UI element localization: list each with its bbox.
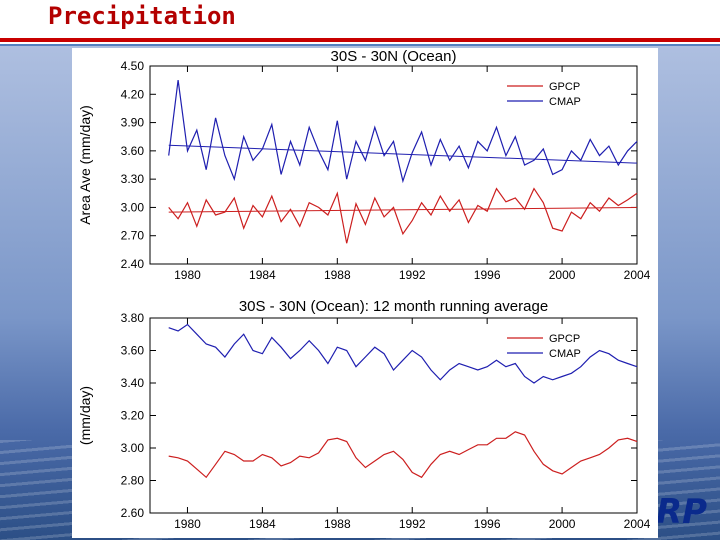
logo-rp: RP (656, 492, 708, 532)
y-axis-label: Area Ave (mm/day) (77, 105, 93, 225)
legend-label-gpcp: GPCP (549, 333, 580, 345)
x-tick-label: 1992 (399, 517, 426, 531)
title-rule-red (0, 38, 720, 42)
y-tick-label: 3.20 (121, 409, 145, 423)
x-tick-label: 1984 (249, 268, 276, 282)
series-line-cmap (168, 80, 638, 184)
x-tick-label: 1996 (474, 517, 501, 531)
x-tick-label: 2004 (624, 268, 651, 282)
chart-top: 30S - 30N (Ocean) 2.40 2.70 3.00 3.30 3.60 3.9… (77, 48, 651, 282)
y-tick-label: 2.80 (121, 474, 145, 488)
x-tick-label: 2000 (549, 268, 576, 282)
x-tick-label: 1988 (324, 517, 351, 531)
y-tick-label: 3.00 (121, 200, 145, 214)
y-tick-label: 3.60 (121, 144, 145, 158)
x-tick-label: 2000 (549, 517, 576, 531)
x-tick-label: 1996 (474, 268, 501, 282)
legend-label-gpcp: GPCP (549, 81, 580, 93)
x-tick-label: 1992 (399, 268, 426, 282)
y-tick-label: 3.40 (121, 376, 145, 390)
series-line-gpcp (168, 431, 638, 479)
y-tick-label: 3.00 (121, 441, 145, 455)
x-tick-label: 1980 (174, 517, 201, 531)
chart-title: 30S - 30N (Ocean) (331, 48, 457, 65)
y-tick-label: 2.70 (121, 229, 145, 243)
chart-title: 30S - 30N (Ocean): 12 month running aver… (239, 298, 548, 315)
x-tick-label: 1980 (174, 268, 201, 282)
y-tick-label: 2.40 (121, 257, 145, 271)
chart-bottom: 30S - 30N (Ocean): 12 month running aver… (77, 298, 651, 531)
y-axis-label: (mm/day) (77, 386, 93, 445)
x-tick-label: 1988 (324, 268, 351, 282)
x-tick-label: 1984 (249, 517, 276, 531)
trend-line-cmap (168, 144, 638, 164)
slide-title: Precipitation (48, 2, 236, 30)
series-line-cmap (168, 323, 638, 384)
y-tick-label: 3.60 (121, 344, 145, 358)
title-rule-blue (0, 44, 720, 46)
y-tick-label: 4.20 (121, 87, 145, 101)
plot-frame (149, 65, 638, 265)
y-tick-label: 4.50 (121, 59, 145, 73)
y-tick-label: 3.30 (121, 172, 145, 186)
trend-line-gpcp (168, 206, 638, 213)
chart-panel: 30S - 30N (Ocean) 2.40 2.70 3.00 3.30 3.60 3.9… (72, 48, 658, 538)
x-tick-label: 2004 (624, 517, 651, 531)
y-tick-label: 3.80 (121, 311, 145, 325)
y-tick-label: 3.90 (121, 116, 145, 130)
legend-label-cmap: CMAP (549, 96, 581, 108)
series-line-gpcp (168, 187, 638, 244)
y-tick-label: 2.60 (121, 506, 145, 520)
legend-label-cmap: CMAP (549, 348, 581, 360)
